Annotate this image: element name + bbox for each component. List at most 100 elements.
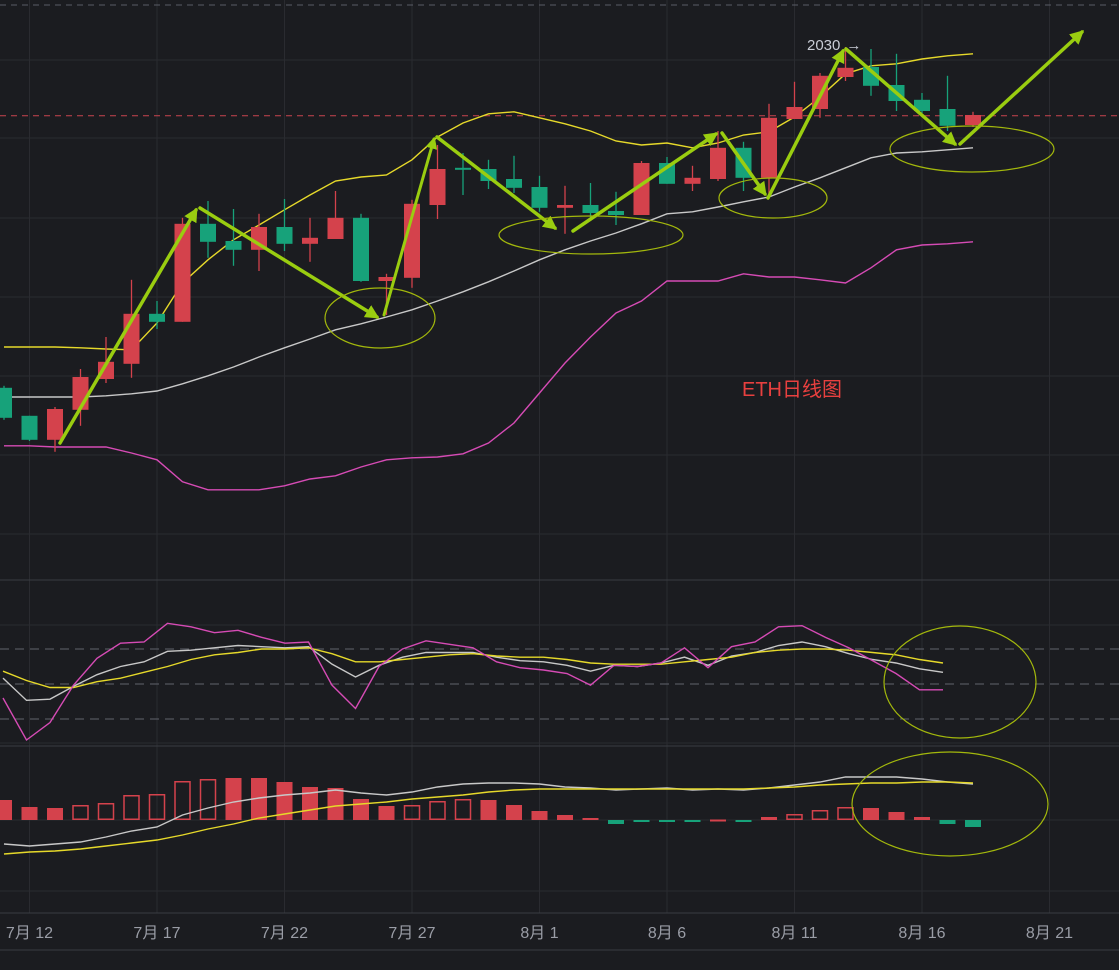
macd-bar: [276, 782, 293, 820]
kdj-reference-lines: [0, 648, 1119, 720]
macd-dif-line: [3, 776, 974, 847]
trend-arrow-down: [720, 131, 767, 197]
candle-body: [251, 227, 267, 250]
candle-body: [684, 177, 701, 184]
macd-bar: [531, 811, 548, 820]
macd-bar: [965, 820, 981, 827]
kdj-d-line: [2, 647, 944, 689]
high-price-value: 2030: [807, 37, 841, 54]
chart-title: ETH日线图: [742, 379, 842, 401]
candle-body: [710, 147, 726, 179]
high-price-label: 2030 →: [807, 37, 861, 54]
trend-annotations: [58, 30, 1085, 857]
support-ellipse: [889, 125, 1055, 173]
candle-body: [837, 67, 854, 77]
candle-body: [302, 237, 318, 244]
grid: [0, 0, 1119, 913]
candle: [531, 175, 548, 212]
macd-bar: [608, 820, 624, 824]
macd-bar: [659, 820, 675, 822]
trend-arrow-down: [198, 206, 380, 319]
macd-bar: [47, 808, 63, 820]
candle: [786, 81, 803, 119]
macd-bar: [403, 805, 421, 820]
candle: [429, 145, 446, 219]
trend-arrow-down: [435, 135, 558, 230]
candle-body: [939, 109, 956, 126]
macd-bar: [327, 788, 344, 820]
candle: [98, 337, 114, 383]
candle-body: [531, 187, 548, 208]
x-tick-label: 7月 22: [260, 925, 309, 942]
macd-bar: [786, 814, 803, 820]
candle-body: [429, 169, 446, 205]
candle-body: [506, 179, 522, 188]
candle: [0, 385, 12, 420]
trend-arrow-up: [58, 207, 198, 445]
macd-bar: [735, 820, 752, 822]
candle-body: [98, 361, 114, 379]
candle-body: [327, 217, 344, 239]
candle: [506, 155, 522, 193]
macd-bar: [429, 801, 446, 820]
boll-upper-line: [4, 53, 974, 351]
candle: [21, 415, 38, 441]
macd-bar: [506, 805, 522, 820]
support-ellipse: [324, 287, 436, 349]
x-tick-label: 7月 17: [133, 925, 181, 942]
candle-body: [863, 67, 879, 86]
trend-arrow-up: [766, 48, 845, 200]
macd-bar: [0, 800, 12, 820]
macd-bar: [582, 818, 599, 820]
macd-bar: [684, 820, 701, 822]
candle: [608, 191, 624, 225]
macd-bar: [97, 803, 115, 820]
candle-body: [608, 211, 624, 215]
candle: [200, 201, 216, 258]
candle-body: [149, 313, 165, 322]
candle-body: [786, 107, 803, 119]
kdj-k-line: [2, 641, 944, 702]
x-tick-label: 8月 6: [647, 925, 687, 942]
boll-middle-line: [4, 147, 974, 398]
candle: [47, 407, 63, 452]
macd-bar: [199, 779, 217, 820]
macd-bar: [633, 820, 650, 822]
candle-body: [633, 163, 650, 215]
macd-dea-line: [3, 781, 974, 855]
candle: [965, 111, 981, 127]
candle-body: [455, 167, 471, 170]
x-tick-label: 8月 21: [1025, 925, 1074, 942]
x-tick-label: 8月 11: [771, 925, 818, 942]
candle-body: [200, 223, 216, 242]
kdj-lines: [2, 622, 944, 742]
candle: [582, 183, 599, 221]
candle: [633, 161, 650, 215]
candle-body: [557, 205, 573, 208]
macd-highlight-ellipse: [851, 751, 1049, 857]
candle-body: [174, 223, 191, 322]
macd-bar: [225, 778, 242, 820]
candle-body: [378, 277, 395, 281]
kdj-j-line: [2, 622, 943, 742]
macd-bar: [174, 781, 191, 820]
candle: [276, 199, 293, 251]
candle-body: [47, 409, 63, 440]
candle-body: [914, 99, 930, 111]
candle: [149, 301, 165, 329]
x-tick-label: 7月 12: [5, 925, 54, 942]
candle-body: [225, 241, 242, 250]
macd-bar: [148, 794, 166, 820]
macd-bar: [863, 808, 879, 820]
x-tick-label: 7月 27: [388, 925, 436, 942]
candle: [557, 185, 573, 234]
macd-bar: [710, 819, 726, 822]
trend-arrow-up: [382, 136, 438, 317]
candle: [455, 153, 471, 195]
macd-bar: [21, 807, 38, 820]
x-tick-label: 8月 16: [898, 925, 946, 942]
macd-bar: [837, 807, 854, 820]
trend-arrow-up-projection: [958, 30, 1085, 146]
macd-bar: [914, 817, 930, 820]
